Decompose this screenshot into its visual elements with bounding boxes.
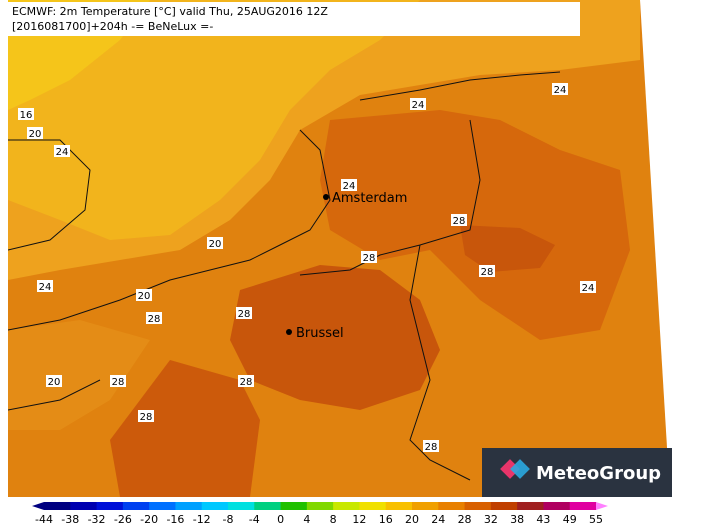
contour-label: 28 <box>148 314 161 325</box>
colorbar-tick-label: 38 <box>510 513 524 525</box>
colorbar-swatch <box>149 502 176 510</box>
contour-label-box <box>341 179 357 191</box>
map-field <box>8 0 670 497</box>
contour-label-box <box>451 214 467 226</box>
contour-label-box <box>238 375 254 387</box>
contour-label-box <box>136 289 152 301</box>
colorbar-tick-label: 4 <box>303 513 310 525</box>
contour-label: 28 <box>453 216 466 227</box>
colorbar-tick-label: 16 <box>379 513 393 525</box>
contour-label-box <box>423 440 439 452</box>
contour-label-box <box>552 83 568 95</box>
colorbar-swatch <box>201 502 229 510</box>
colorbar-tick-label: 43 <box>536 513 550 525</box>
contour-label: 24 <box>39 282 52 293</box>
colorbar-tick-label: -20 <box>140 513 158 525</box>
contour-label-box <box>37 280 53 292</box>
colorbar-tick-label: 55 <box>589 513 603 525</box>
logo-icon <box>500 459 530 479</box>
city-label: Brussel <box>296 326 344 341</box>
contour-label: 20 <box>138 291 151 302</box>
colorbar-swatch <box>569 502 597 510</box>
contour-label: 24 <box>343 181 356 192</box>
contour-labels: 16 20 24 24 24 24 28 20 28 28 24 20 28 28 24 20 28 28 28 28 <box>18 83 596 453</box>
city-label: Amsterdam <box>332 191 407 206</box>
contour-label-box <box>46 375 62 387</box>
colorbar-swatch <box>228 502 255 510</box>
contour-label: 20 <box>29 129 42 140</box>
colorbar-swatch <box>412 502 439 510</box>
colorbar-tick-label: -44 <box>35 513 53 525</box>
contour-label: 20 <box>48 377 61 388</box>
colorbar-swatch <box>122 502 150 510</box>
colorbar-swatch <box>96 502 124 510</box>
colorbar: -44 -38 -32 -26 -20 -16 -12 -8 -4 0 4 8 12 16 20 24 28 32… <box>32 502 608 526</box>
colorbar-swatch <box>333 502 360 510</box>
contour-label-box <box>207 237 223 249</box>
colorbar-tick-label: -16 <box>166 513 184 525</box>
contour-label-box <box>479 265 495 277</box>
colorbar-swatch <box>385 502 413 510</box>
contour-label: 24 <box>582 283 595 294</box>
colorbar-swatch <box>254 502 282 510</box>
colorbar-tick-label: -12 <box>193 513 211 525</box>
contour-label: 28 <box>238 309 251 320</box>
colorbar-swatch <box>306 502 334 510</box>
colorbar-tick-label: -26 <box>114 513 132 525</box>
contour-label: 20 <box>209 239 222 250</box>
contour-label-box <box>410 98 426 110</box>
contour-label: 24 <box>554 85 567 96</box>
contour-label-box <box>27 127 43 139</box>
colorbar-swatch <box>70 502 98 510</box>
colorbar-tick-label: 0 <box>277 513 284 525</box>
colorbar-swatch <box>517 502 544 510</box>
colorbar-tick-label: 49 <box>563 513 577 525</box>
colorbar-swatch <box>464 502 492 510</box>
colorbar-swatch <box>44 502 71 510</box>
contour-label-box <box>580 281 596 293</box>
colorbar-tick-label: -38 <box>61 513 79 525</box>
contour-label: 28 <box>363 253 376 264</box>
colorbar-tick-label: 12 <box>352 513 366 525</box>
colorbar-tick-label: 8 <box>330 513 337 525</box>
contour-label-box <box>110 375 126 387</box>
contour-label-box <box>138 410 154 422</box>
contour-label-box <box>18 108 34 120</box>
colorbar-swatch <box>438 502 466 510</box>
header-line2: [2016081700]+204h -= BeNeLux =- <box>12 20 213 33</box>
colorbar-end <box>596 502 608 510</box>
colorbar-tick-label: 20 <box>405 513 419 525</box>
colorbar-tick-label: 32 <box>484 513 498 525</box>
contour-label: 16 <box>20 110 33 121</box>
city-dot <box>286 329 292 335</box>
header-line1: ECMWF: 2m Temperature [°C] valid Thu, 25… <box>12 5 328 18</box>
colorbar-tick-label: -32 <box>88 513 106 525</box>
colorbar-tick-label: 24 <box>431 513 445 525</box>
colorbar-swatch <box>359 502 387 510</box>
contour-label: 28 <box>140 412 153 423</box>
contour-label-box <box>236 307 252 319</box>
contour-label: 24 <box>412 100 425 111</box>
colorbar-tick-label: -8 <box>223 513 234 525</box>
contour-label-box <box>361 251 377 263</box>
header-box <box>8 2 580 36</box>
city-dot <box>323 194 329 200</box>
colorbar-end <box>32 502 44 510</box>
contour-label-box <box>146 312 162 324</box>
logo-text: MeteoGroup <box>536 463 661 484</box>
contour-label-box <box>54 145 70 157</box>
contour-label: 28 <box>112 377 125 388</box>
contour-label: 24 <box>56 147 69 158</box>
contour-label: 28 <box>240 377 253 388</box>
colorbar-tick-label: -4 <box>249 513 260 525</box>
colorbar-tick-label: 28 <box>458 513 472 525</box>
colorbar-swatch <box>175 502 203 510</box>
colorbar-swatch <box>543 502 571 510</box>
colorbar-swatch <box>490 502 518 510</box>
colorbar-swatch <box>280 502 308 510</box>
contour-label: 28 <box>425 442 438 453</box>
contour-label: 28 <box>481 267 494 278</box>
